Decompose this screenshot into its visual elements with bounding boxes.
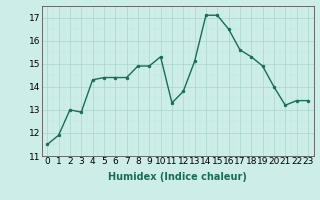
- X-axis label: Humidex (Indice chaleur): Humidex (Indice chaleur): [108, 172, 247, 182]
